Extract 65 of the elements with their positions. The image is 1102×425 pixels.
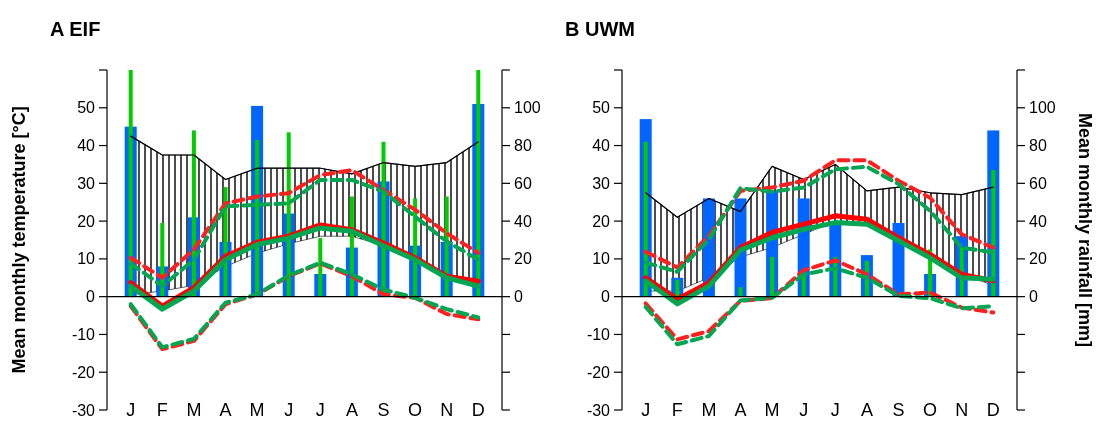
x-tick-label: F [671, 400, 683, 420]
x-tick-label: M [186, 400, 202, 420]
x-tick-label: M [764, 400, 780, 420]
x-tick-label: M [701, 400, 717, 420]
y-tick-label: -30 [586, 401, 611, 419]
y2-tick-label: 40 [1029, 212, 1047, 230]
bar [738, 287, 743, 297]
y-tick-label: 50 [77, 99, 96, 117]
y2-tick-label: 20 [1029, 250, 1047, 268]
y2-tick-label: 0 [514, 288, 523, 306]
y-tick-label: -10 [586, 326, 611, 344]
y-tick-label: 50 [592, 99, 611, 117]
bar [476, 70, 481, 297]
x-tick-label: J [799, 400, 809, 420]
x-tick-label: J [641, 400, 651, 420]
y2-tick-label: 80 [1029, 137, 1047, 155]
y2-tick-label: 20 [514, 250, 532, 268]
y-tick-label: -10 [71, 326, 96, 344]
y-tick-label: 10 [592, 250, 611, 268]
x-tick-label: M [249, 400, 265, 420]
y-tick-label: 0 [86, 288, 96, 306]
x-tick-label: S [377, 400, 390, 420]
x-tick-label: J [830, 400, 840, 420]
x-tick-label: O [923, 400, 938, 420]
x-tick-label: A [219, 400, 232, 420]
y-tick-label: -30 [71, 401, 96, 419]
y2-axis-title: Mean monthly rainfall [mm] [1075, 112, 1095, 348]
y2-tick-label: 60 [1029, 174, 1047, 192]
x-tick-label: O [408, 400, 423, 420]
y2-tick-label: 100 [514, 99, 541, 117]
chart-title: B UWM [565, 18, 635, 40]
y-tick-label: 20 [77, 212, 96, 230]
y-tick-label: -20 [71, 363, 96, 381]
bar [675, 279, 680, 297]
y-tick-label: 40 [592, 137, 611, 155]
y-tick-label: -20 [586, 363, 611, 381]
x-tick-label: S [892, 400, 905, 420]
y-tick-label: 30 [77, 174, 96, 192]
y2-tick-label: 60 [514, 174, 532, 192]
y-tick-label: 0 [601, 288, 611, 306]
chart-title: A EIF [50, 18, 101, 40]
y-tick-label: 30 [592, 174, 611, 192]
y-tick-label: 10 [77, 250, 96, 268]
x-tick-label: J [284, 400, 294, 420]
y2-tick-label: 100 [1029, 99, 1056, 117]
x-tick-label: A [345, 400, 358, 420]
x-tick-label: F [156, 400, 168, 420]
bar [770, 257, 775, 297]
x-tick-label: A [860, 400, 873, 420]
bar [286, 132, 291, 297]
bar [318, 238, 323, 297]
x-tick-label: J [126, 400, 136, 420]
bar [128, 70, 133, 297]
y-axis-title: Mean monthly temperature [°C] [9, 106, 29, 374]
y-tick-label: 40 [77, 137, 96, 155]
x-tick-label: N [955, 400, 969, 420]
y2-tick-label: 40 [514, 212, 532, 230]
y2-tick-label: 80 [514, 137, 532, 155]
y-tick-label: 20 [592, 212, 611, 230]
y2-tick-label: 0 [1029, 288, 1038, 306]
x-tick-label: D [986, 400, 1000, 420]
x-tick-label: N [440, 400, 454, 420]
x-tick-label: D [471, 400, 485, 420]
x-tick-label: A [734, 400, 747, 420]
x-tick-label: J [315, 400, 325, 420]
